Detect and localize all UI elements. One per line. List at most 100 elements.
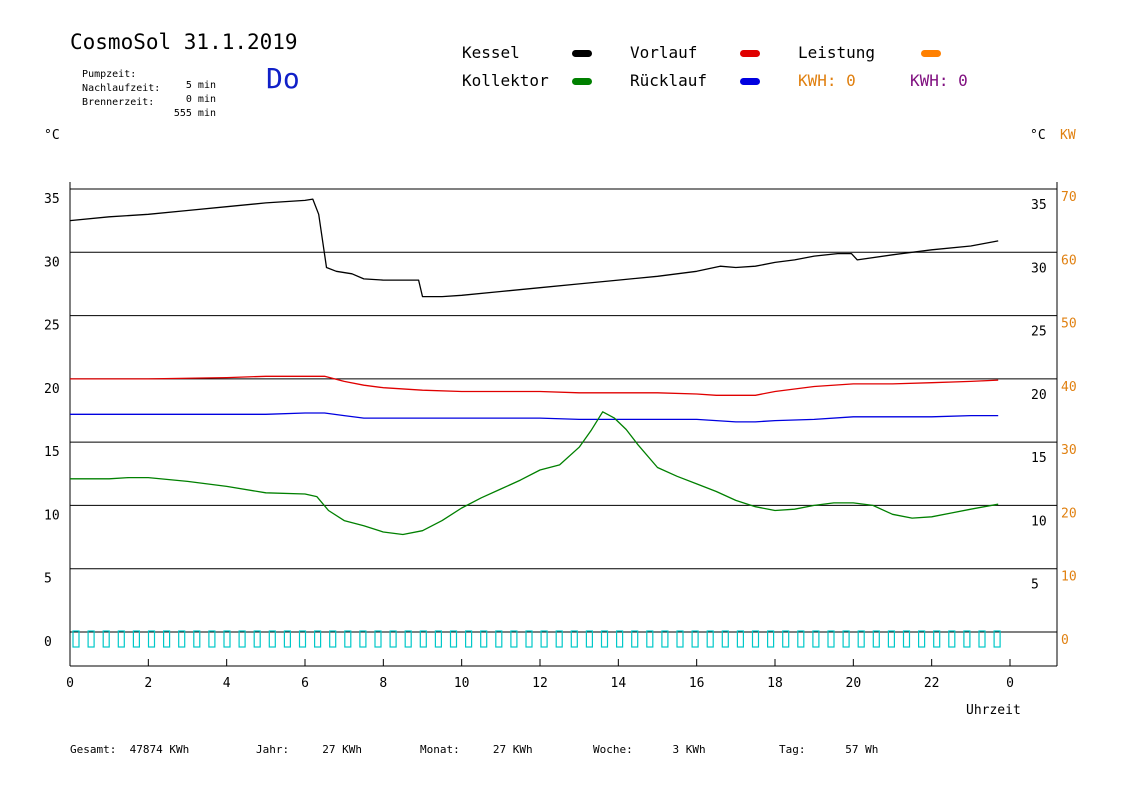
left-axis-unit: °C	[44, 128, 60, 143]
footer-value: 27 KWh	[322, 743, 362, 756]
pump-marker	[963, 630, 971, 648]
pump-marker	[736, 630, 745, 648]
y2-tick-label: 20	[1061, 506, 1077, 521]
y-tick-label-left: 25	[44, 319, 60, 334]
footer-label: Jahr:	[256, 743, 290, 756]
pump-marker	[646, 630, 654, 648]
footer-value: 3 KWh	[672, 743, 706, 756]
x-tick-label: 4	[223, 676, 231, 691]
y-tick-label-left: 5	[44, 572, 52, 587]
pump-marker	[993, 630, 1001, 648]
y-tick-label-left: 30	[44, 255, 60, 270]
series-line-ruecklauf	[70, 412, 999, 423]
legend-ruecklauf-label: Rücklauf	[630, 71, 708, 90]
meta-label: Nachlaufzeit:	[82, 83, 161, 94]
legend-kessel-label: Kessel	[462, 43, 520, 62]
y-tick-label-left: 10	[44, 508, 60, 523]
pump-marker	[902, 630, 911, 648]
legend-kollektor-label: Kollektor	[462, 71, 549, 90]
x-tick-label: 12	[532, 676, 548, 691]
pump-marker	[721, 630, 729, 648]
y-tick-label-right: 30	[1031, 261, 1047, 276]
pump-marker	[374, 630, 382, 648]
pump-marker	[555, 630, 563, 648]
pump-marker	[314, 630, 322, 648]
pump-marker	[525, 630, 533, 648]
meta-value: 5 min	[185, 80, 216, 91]
footer-jahr: Jahr: 27 KWh	[256, 743, 362, 756]
footer-gesamt: Gesamt: 47874 KWh	[70, 743, 189, 756]
pump-marker	[917, 630, 926, 648]
pump-marker	[933, 630, 941, 648]
pump-marker	[178, 630, 186, 648]
pump-marker	[359, 630, 367, 648]
pump-marker	[691, 630, 699, 648]
pump-marker	[600, 630, 609, 648]
footer-label: Gesamt:	[70, 743, 117, 756]
pump-marker	[434, 630, 442, 648]
series-line-kessel	[69, 198, 999, 298]
footer-woche: Woche: 3 KWh	[593, 743, 706, 756]
y-tick-label-left: 35	[44, 192, 60, 207]
footer-value: 47874 KWh	[129, 743, 190, 756]
pump-marker	[615, 630, 624, 648]
kwh-value-secondary: KWH: 0	[910, 71, 968, 90]
pump-marker	[87, 630, 95, 648]
legend-vorlauf-swatch	[740, 50, 760, 57]
footer-value: 57 Wh	[845, 743, 879, 756]
x-tick-label: 20	[846, 676, 862, 691]
footer-tag: Tag: 57 Wh	[779, 743, 878, 756]
y-tick-label-right: 35	[1031, 198, 1047, 213]
pump-marker	[253, 630, 261, 648]
legend-ruecklauf-swatch	[740, 78, 760, 85]
footer-label: Monat:	[420, 743, 460, 756]
pump-marker	[887, 630, 896, 648]
pump-marker	[283, 630, 291, 648]
pump-marker	[193, 630, 201, 648]
y-tick-label-left: 15	[44, 445, 60, 460]
pump-marker	[419, 630, 427, 648]
pump-marker	[344, 630, 352, 648]
y-tick-label-right: 10	[1031, 514, 1047, 529]
meta-value: 555 min	[173, 108, 216, 119]
y2-tick-label: 60	[1061, 253, 1077, 268]
pump-marker	[510, 630, 518, 648]
meta-value: 0 min	[185, 94, 216, 105]
meta-row-nachlaufzeit: Nachlaufzeit: 0 min	[70, 72, 216, 105]
pump-marker	[238, 630, 246, 648]
pump-marker	[480, 630, 488, 648]
pump-marker	[404, 630, 412, 648]
y-tick-label-right: 15	[1031, 451, 1047, 466]
x-tick-label: 16	[689, 676, 705, 691]
pump-marker	[465, 630, 473, 648]
kw-axis-unit: KW	[1060, 128, 1076, 143]
footer-monat: Monat: 27 KWh	[420, 743, 533, 756]
footer-label: Woche:	[593, 743, 633, 756]
pump-marker	[751, 630, 760, 648]
pump-marker	[268, 630, 276, 648]
x-tick-label: 10	[454, 676, 470, 691]
pump-marker	[208, 630, 216, 648]
pump-marker	[585, 630, 594, 648]
x-tick-label: 6	[301, 676, 309, 691]
footer-value: 27 KWh	[492, 743, 533, 756]
pump-marker	[631, 630, 639, 648]
pump-marker	[857, 630, 865, 648]
y-tick-label-left: 20	[44, 382, 60, 397]
kwh-value-leistung: KWH: 0	[798, 71, 856, 90]
footer-label: Tag:	[779, 743, 806, 756]
pump-marker	[540, 630, 548, 648]
y-tick-label-right: 20	[1031, 388, 1047, 403]
pump-marker	[872, 630, 880, 648]
pump-marker	[948, 630, 956, 648]
pump-marker	[495, 630, 503, 648]
pump-marker	[389, 630, 397, 648]
y2-tick-label: 50	[1061, 317, 1077, 332]
y-tick-label-right: 25	[1031, 325, 1047, 340]
pump-marker	[329, 630, 337, 648]
pump-marker	[978, 630, 986, 648]
pump-marker	[72, 630, 80, 648]
y2-tick-label: 30	[1061, 443, 1077, 458]
legend-vorlauf-label: Vorlauf	[630, 43, 698, 62]
meta-row-pumpzeit: Pumpzeit: 5 min	[70, 58, 216, 91]
